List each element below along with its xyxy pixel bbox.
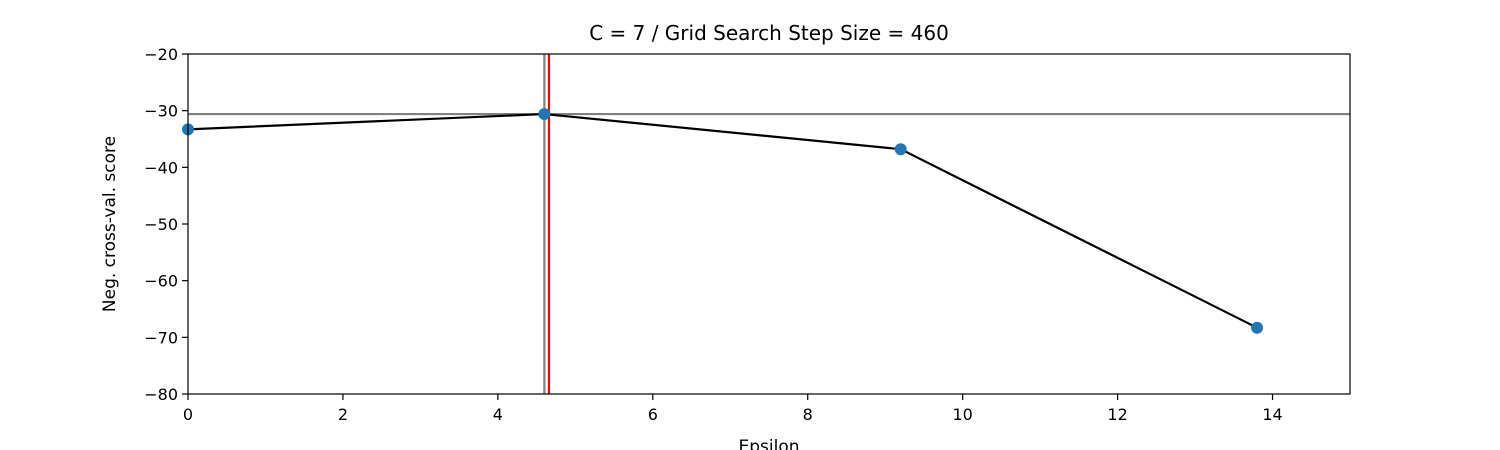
y-tick-label: −50	[144, 215, 178, 234]
x-tick-label: 14	[1262, 405, 1282, 424]
x-tick-label: 4	[493, 405, 503, 424]
x-axis-label: Epsilon	[738, 437, 799, 450]
y-axis: −80 −70 −60 −50 −40 −30 −20	[144, 45, 188, 404]
x-tick-label: 0	[183, 405, 193, 424]
y-tick-label: −80	[144, 385, 178, 404]
x-tick-label: 8	[803, 405, 813, 424]
x-axis: 0 2 4 6 8 10 12 14	[183, 394, 1283, 424]
y-tick-label: −20	[144, 45, 178, 64]
y-axis-label: Neg. cross-val. score	[100, 136, 120, 312]
y-tick-label: −30	[144, 102, 178, 121]
y-tick-label: −60	[144, 272, 178, 291]
chart-title: C = 7 / Grid Search Step Size = 460	[589, 21, 949, 45]
data-point	[1251, 321, 1264, 334]
x-tick-label: 2	[338, 405, 348, 424]
y-tick-label: −70	[144, 328, 178, 347]
y-tick-label: −40	[144, 158, 178, 177]
x-tick-label: 10	[952, 405, 972, 424]
plot-area	[188, 54, 1350, 394]
x-tick-label: 6	[648, 405, 658, 424]
data-point	[894, 143, 907, 156]
series-line	[187, 112, 1258, 329]
series-lines	[187, 112, 1258, 329]
x-tick-label: 12	[1107, 405, 1127, 424]
data-point	[538, 108, 551, 121]
series-points	[182, 108, 1264, 334]
